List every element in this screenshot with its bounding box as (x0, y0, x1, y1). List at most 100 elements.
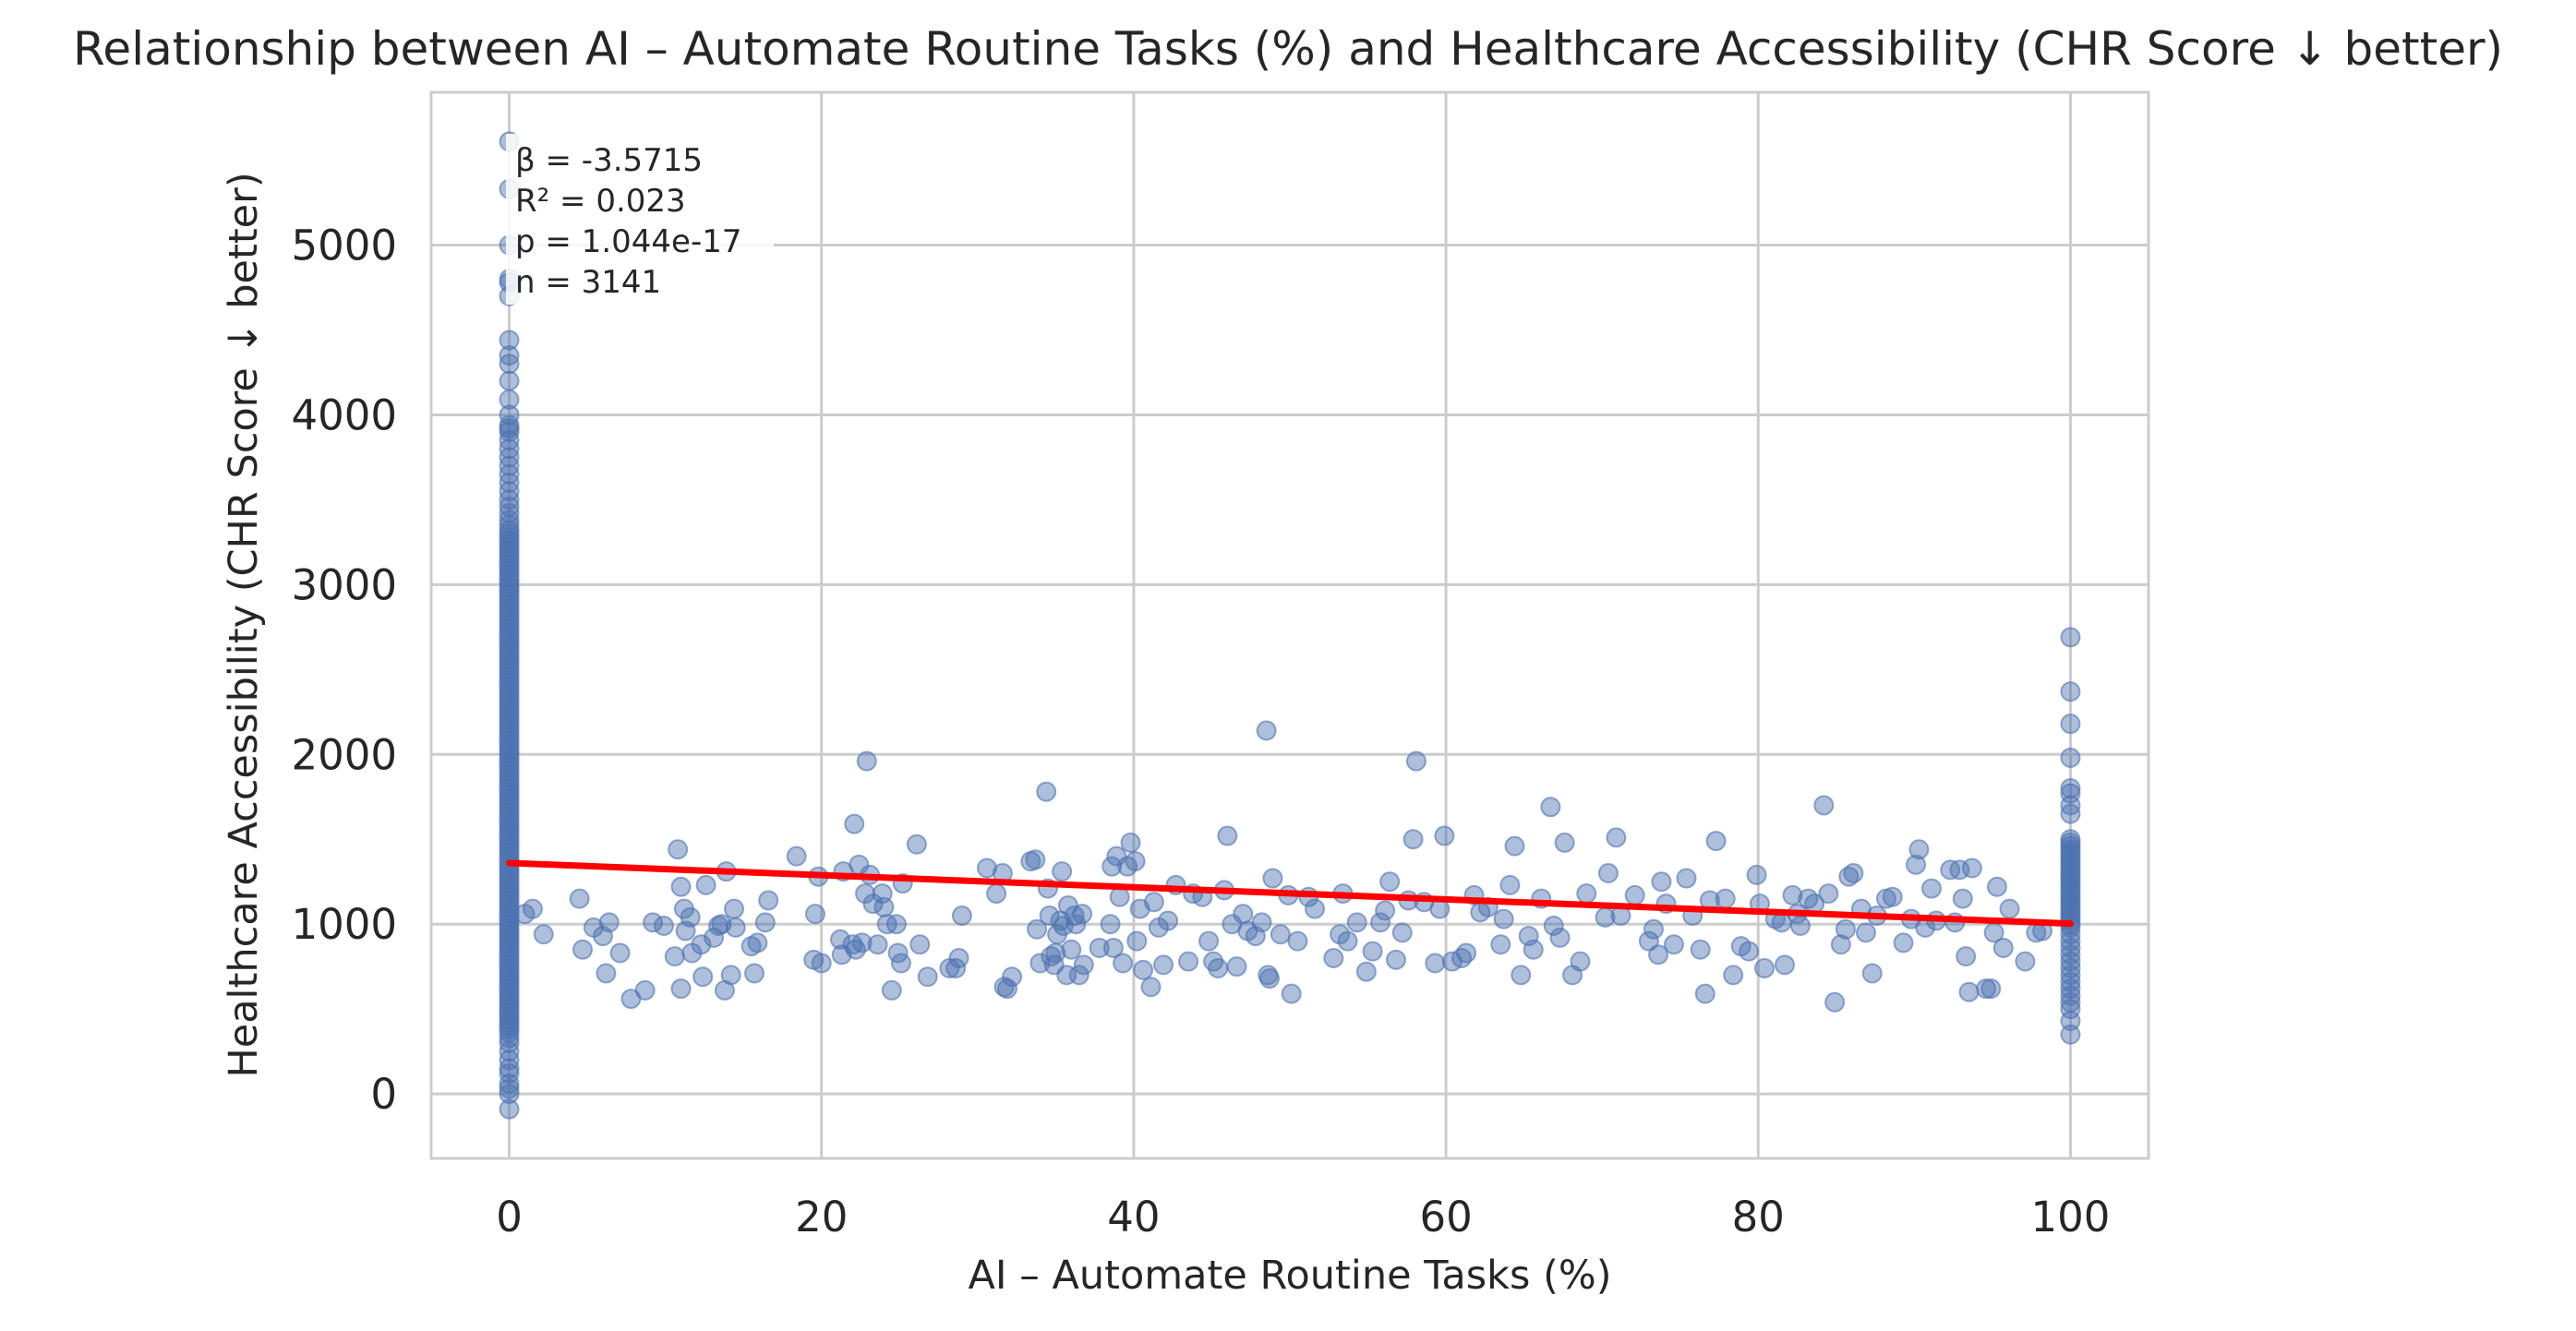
data-point (695, 874, 716, 895)
data-point (830, 929, 851, 950)
data-point (1337, 930, 1358, 952)
data-point (1052, 861, 1073, 882)
data-point (1002, 966, 1023, 988)
data-point (1813, 795, 1835, 816)
data-point (1355, 961, 1377, 982)
data-point (1287, 930, 1308, 952)
data-point (2060, 778, 2081, 799)
data-point (499, 404, 520, 426)
data-point (1956, 946, 1977, 967)
data-point (1952, 888, 1973, 909)
data-point (1425, 953, 1446, 974)
data-point (1843, 863, 1864, 884)
data-point (758, 890, 779, 911)
data-point (1624, 884, 1645, 905)
data-point (986, 883, 1007, 905)
data-point (1133, 959, 1154, 980)
data-point (1493, 908, 1514, 929)
data-point (1754, 958, 1776, 979)
data-point (1597, 863, 1619, 884)
data-point (1226, 956, 1247, 977)
data-point (692, 966, 714, 988)
data-point (1178, 951, 1199, 972)
data-point (1391, 922, 1413, 943)
data-point (664, 946, 685, 967)
y-tick-label: 2000 (291, 730, 397, 779)
data-point (744, 963, 765, 984)
y-tick-labels: 0 1000 2000 3000 4000 5000 (291, 222, 397, 1120)
data-point (1270, 924, 1291, 945)
data-point (1140, 977, 1162, 998)
data-point (499, 330, 520, 351)
data-point (1986, 876, 2007, 897)
data-point (1775, 954, 1796, 976)
data-point (1068, 965, 1089, 986)
data-points (499, 131, 2081, 1120)
data-point (1379, 871, 1401, 893)
data-point (1818, 883, 1839, 905)
data-point (1256, 720, 1277, 741)
data-point (499, 1073, 520, 1095)
data-point (1101, 856, 1123, 877)
data-point (1861, 963, 1883, 984)
data-point (906, 833, 927, 855)
data-point (1570, 951, 1591, 972)
data-point (1543, 916, 1564, 937)
y-tick-label: 4000 (291, 390, 397, 439)
data-point (996, 978, 1017, 1000)
data-point (1402, 829, 1424, 850)
data-point (804, 904, 825, 925)
data-point (1100, 914, 1121, 935)
data-point (1511, 965, 1532, 986)
data-point (1606, 827, 1627, 848)
data-point (1385, 949, 1406, 970)
data-point (873, 896, 895, 917)
x-tick-label: 40 (1107, 1193, 1160, 1241)
data-point (1961, 857, 1982, 879)
data-point (499, 370, 520, 391)
data-point (951, 905, 972, 926)
data-point (572, 939, 594, 960)
x-tick-label: 80 (1732, 1193, 1785, 1241)
data-point (885, 914, 907, 935)
data-point (596, 963, 617, 984)
data-point (1690, 939, 1711, 960)
y-tick-label: 3000 (291, 560, 397, 609)
stats-n: n = 3141 (515, 264, 661, 301)
stats-p-value: p = 1.044e-17 (515, 223, 741, 260)
data-point (890, 953, 911, 974)
data-point (598, 912, 620, 933)
plot-frame (429, 90, 2150, 1160)
data-point (1143, 892, 1164, 913)
data-point (1217, 825, 1238, 846)
data-point (2060, 829, 2081, 850)
data-point (499, 496, 520, 517)
data-point (670, 978, 692, 1000)
data-point (948, 947, 969, 968)
data-point (1893, 932, 1914, 953)
data-point (1830, 934, 1851, 955)
data-point (634, 979, 656, 1001)
data-point (1072, 904, 1093, 925)
data-point (725, 917, 746, 938)
data-point (1980, 978, 2002, 1000)
data-point (1782, 884, 1803, 905)
data-point (1113, 953, 1134, 974)
data-point (1549, 927, 1571, 948)
data-point (499, 389, 520, 410)
data-point (609, 942, 631, 964)
x-tick-label: 0 (496, 1193, 523, 1241)
data-point (1676, 868, 1697, 889)
data-point (1739, 941, 1760, 962)
data-point (1434, 825, 1455, 846)
data-point (1715, 888, 1736, 909)
data-point (1663, 934, 1684, 955)
data-point (2060, 713, 2081, 735)
x-tick-label: 60 (1419, 1193, 1472, 1241)
data-point (1705, 831, 1727, 852)
data-point (1523, 939, 1544, 960)
data-point (653, 916, 674, 937)
data-point (533, 924, 554, 945)
x-tick-labels: 0 20 40 60 80 100 (496, 1193, 2110, 1241)
